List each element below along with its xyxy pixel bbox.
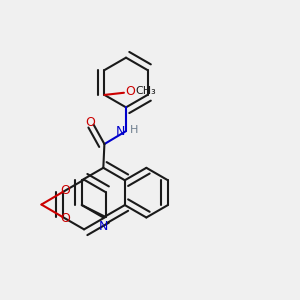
- Text: H: H: [130, 124, 139, 135]
- Text: N: N: [116, 124, 125, 138]
- Text: N: N: [99, 220, 109, 233]
- Text: O: O: [60, 212, 70, 225]
- Text: O: O: [125, 85, 135, 98]
- Text: O: O: [85, 116, 95, 129]
- Text: O: O: [60, 184, 70, 197]
- Text: CH₃: CH₃: [135, 86, 156, 96]
